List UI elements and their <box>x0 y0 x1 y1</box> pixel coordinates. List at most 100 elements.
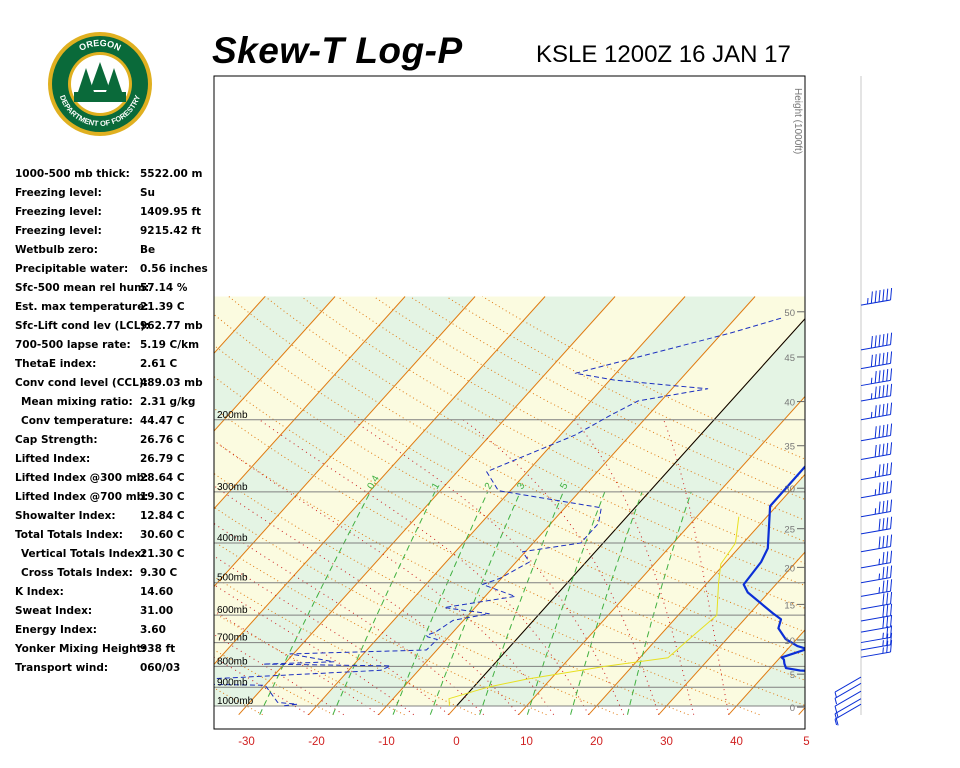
wind-barb-flag <box>882 352 885 365</box>
wind-barb-flag <box>870 291 873 304</box>
index-value: 5522.00 m <box>140 168 203 180</box>
temperature-band <box>246 296 686 706</box>
dry-adiabat <box>445 296 805 480</box>
logo-top-text: OREGON <box>77 38 122 53</box>
wind-barb-flag <box>870 354 873 367</box>
wind-barb-flag <box>882 334 885 347</box>
pressure-label: 1000mb <box>217 696 254 707</box>
dry-adiabat <box>214 344 805 657</box>
wind-barb-shaft <box>860 636 891 644</box>
wind-barb <box>834 703 862 726</box>
wind-barb-flag <box>886 463 889 476</box>
index-label: ThetaE index: <box>15 358 97 370</box>
wind-barb-flag <box>874 386 877 399</box>
wind-barb <box>860 516 893 535</box>
isotherm-line <box>214 296 546 666</box>
isotherm-line <box>214 296 476 588</box>
temperature-tick-label: 20 <box>590 736 603 748</box>
index-label: Sfc-500 mean rel hum: <box>15 282 150 294</box>
index-label: Lifted Index: <box>15 453 91 465</box>
mixing-ratio-line <box>392 491 489 715</box>
index-value: 44.47 C <box>140 415 185 427</box>
wind-barb-shaft <box>860 344 891 351</box>
isotherm-line <box>378 296 756 716</box>
wind-barb-shaft <box>860 395 891 402</box>
wind-barb <box>860 614 893 633</box>
mixing-ratio-label: 1 <box>430 481 443 492</box>
temperature-band <box>316 296 756 706</box>
wind-barb-flag <box>878 353 881 366</box>
wind-barb-flag <box>878 290 881 303</box>
wind-barb-shaft <box>860 644 891 651</box>
wind-barb-half-flag <box>882 647 884 654</box>
mixing-ratio-label: 2 <box>483 481 496 492</box>
wind-barb-flag <box>886 500 889 513</box>
height-tick-label: 15 <box>784 600 795 611</box>
index-value: 28.64 C <box>140 472 185 484</box>
index-label: Yonker Mixing Height: <box>15 643 146 655</box>
wind-barb-flag <box>882 443 885 456</box>
wind-barb-shaft <box>860 379 891 387</box>
wind-barb-flag <box>834 706 839 718</box>
height-axis-label: Height (1000ft) <box>792 88 803 154</box>
wind-barb-flag <box>886 369 889 382</box>
temperature-tick-label: -30 <box>238 736 255 748</box>
wind-barb-half-flag <box>874 489 877 496</box>
isotherm-line <box>658 551 805 716</box>
temperature-tick-label: 30 <box>660 736 673 748</box>
wind-barb-shaft <box>834 690 862 707</box>
wind-barb-half-flag <box>878 558 881 565</box>
wind-barb-half-flag <box>834 691 838 699</box>
wind-barb-flag <box>890 480 893 493</box>
wind-barb-flag <box>886 592 889 605</box>
wind-barb-shaft <box>834 676 862 693</box>
wind-barb-flag <box>882 369 885 382</box>
index-label: Conv temperature: <box>21 415 133 427</box>
wind-barb-shaft <box>834 703 862 720</box>
wind-barb-shaft <box>860 299 891 306</box>
temperature-tick-label: -10 <box>378 736 395 748</box>
wind-barb-flag <box>886 384 889 397</box>
wind-barb-flag <box>890 287 893 301</box>
wind-barb-flag <box>874 444 877 457</box>
index-label: Transport wind: <box>15 662 109 674</box>
isotherm-line <box>214 296 406 510</box>
freezing-isotherm <box>456 318 805 707</box>
wind-barb-flag <box>882 385 885 398</box>
wind-barb-flag <box>890 632 893 645</box>
index-value: 962.77 mb <box>140 320 203 332</box>
index-value: 21.39 C <box>140 301 185 313</box>
wind-barb-shaft <box>860 603 891 610</box>
wind-barb-flag <box>882 566 885 579</box>
wind-barb <box>860 480 893 499</box>
index-label: Conv cond level (CCL): <box>15 377 148 389</box>
wind-barb-flag <box>890 579 893 592</box>
isotherm-line <box>0 297 195 715</box>
isotherm-line <box>238 296 616 716</box>
wind-barb-flag <box>886 333 889 346</box>
wind-barb-flag <box>874 335 877 348</box>
wind-barb <box>860 423 893 442</box>
wind-barb-flag <box>890 462 893 475</box>
wind-barb-half-flag <box>874 508 877 515</box>
index-value: 5.19 C/km <box>140 339 200 351</box>
height-tick-label: 35 <box>784 442 795 453</box>
wind-barb-flag <box>890 368 893 381</box>
wind-barb-flag <box>886 579 889 592</box>
pressure-label: 500mb <box>217 573 248 584</box>
index-value: 9.30 C <box>140 567 178 579</box>
wind-barb-flag <box>878 501 881 514</box>
index-value: 21.30 C <box>140 548 185 560</box>
wind-barb-flag <box>878 404 881 417</box>
pressure-label: 300mb <box>217 482 248 493</box>
wind-barb-flag <box>886 517 889 530</box>
oregon-forestry-logo: OREGON DEPARTMENT OF FORESTRY <box>48 32 152 136</box>
wind-barb-flag <box>886 442 889 455</box>
index-value: 060/03 <box>140 662 181 674</box>
wind-barb-flag <box>882 580 885 593</box>
index-value: 489.03 mb <box>140 377 203 389</box>
wind-barb-shaft <box>860 473 891 481</box>
wind-barb-flag <box>886 424 889 437</box>
wind-barb <box>860 639 893 658</box>
